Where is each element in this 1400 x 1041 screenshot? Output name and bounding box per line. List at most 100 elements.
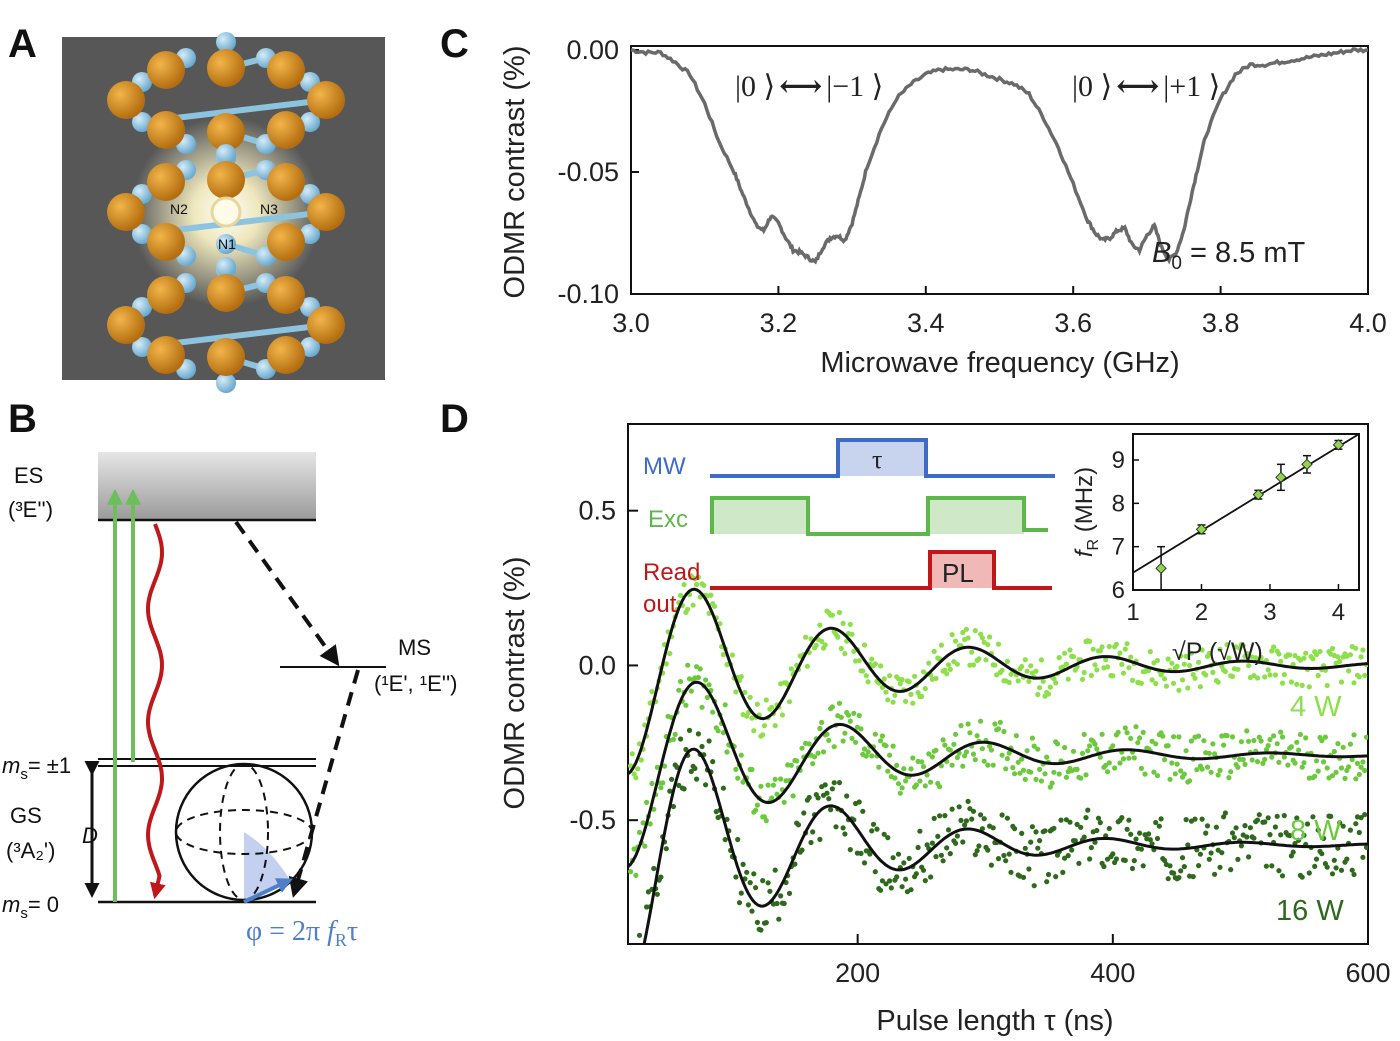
data-point <box>1192 816 1198 822</box>
pl-label: PL <box>942 558 974 588</box>
nitrogen-atom <box>216 32 236 52</box>
data-point <box>1140 729 1146 736</box>
data-point <box>1335 654 1341 660</box>
data-point <box>1015 678 1021 684</box>
data-point <box>694 581 700 588</box>
data-point <box>1162 676 1168 682</box>
data-point <box>942 813 948 819</box>
data-point <box>1354 760 1361 767</box>
data-point <box>661 763 668 769</box>
data-point <box>1306 870 1312 876</box>
data-point <box>651 806 657 812</box>
data-point <box>974 733 980 739</box>
data-point <box>1119 815 1125 821</box>
data-point <box>694 776 700 782</box>
data-point <box>1070 748 1077 754</box>
data-point <box>1317 648 1323 655</box>
data-point <box>710 759 716 765</box>
atom-label-n2: N2 <box>170 201 188 217</box>
data-point <box>887 752 893 758</box>
data-point <box>922 878 928 884</box>
data-point <box>1358 815 1364 821</box>
data-point <box>1185 842 1191 848</box>
data-point <box>1154 657 1161 664</box>
data-point <box>1271 733 1277 739</box>
data-point <box>979 746 986 752</box>
data-point <box>878 887 884 893</box>
data-point <box>688 688 694 694</box>
data-point <box>947 747 953 753</box>
data-point <box>699 743 705 750</box>
data-point <box>635 952 640 957</box>
data-point <box>1004 756 1011 762</box>
boron-atom <box>147 336 185 374</box>
data-point <box>965 798 971 805</box>
data-point <box>1165 656 1171 662</box>
data-point <box>838 645 844 652</box>
data-point <box>663 846 669 852</box>
data-point <box>879 878 886 884</box>
data-point <box>1197 684 1203 690</box>
data-point <box>1110 851 1116 857</box>
data-point <box>922 686 928 692</box>
data-point <box>1262 674 1268 680</box>
data-point <box>1362 672 1368 679</box>
data-point <box>754 701 761 707</box>
data-point <box>1165 743 1171 749</box>
data-point <box>1319 738 1325 744</box>
data-point <box>781 799 787 805</box>
data-point <box>1171 734 1177 740</box>
data-point <box>1172 771 1178 777</box>
exc-line <box>710 496 1048 536</box>
data-point <box>872 869 878 875</box>
inset-data-point <box>1155 562 1167 575</box>
data-point <box>1358 764 1364 770</box>
x-tick-label-c: 3.4 <box>907 308 945 338</box>
data-point <box>901 766 907 772</box>
data-point <box>1321 759 1327 765</box>
data-point <box>769 795 775 801</box>
data-point <box>997 719 1003 725</box>
data-point <box>995 726 1002 732</box>
data-point <box>1212 871 1218 877</box>
data-point <box>647 821 653 827</box>
ms0-label: ms= 0 <box>2 892 59 922</box>
data-point <box>1351 871 1357 878</box>
rotation-phase-formula: φ = 2π fRτ <box>246 916 358 950</box>
data-point <box>654 891 660 897</box>
data-point <box>1167 776 1173 782</box>
data-point <box>681 786 687 792</box>
data-point <box>1294 681 1300 687</box>
data-point <box>1029 824 1035 830</box>
data-point <box>960 629 966 636</box>
data-point <box>981 816 987 822</box>
data-point <box>831 780 837 786</box>
data-point <box>970 751 977 757</box>
data-point <box>1201 738 1207 744</box>
data-point <box>1029 735 1035 741</box>
data-point <box>1217 767 1223 774</box>
data-point <box>863 673 869 679</box>
data-point <box>1269 648 1275 654</box>
data-point <box>751 728 757 734</box>
data-point <box>983 657 989 663</box>
data-point <box>1062 855 1068 861</box>
data-point <box>1006 851 1012 857</box>
data-point <box>1051 825 1057 831</box>
mw-line <box>710 438 1055 478</box>
data-point <box>976 656 982 662</box>
data-point <box>826 796 832 802</box>
data-point <box>885 697 891 703</box>
data-point <box>1156 823 1162 829</box>
data-point <box>1113 641 1119 647</box>
data-point <box>1153 819 1159 826</box>
data-point <box>1062 744 1068 751</box>
data-point <box>1210 669 1216 676</box>
data-point <box>826 737 832 744</box>
data-point <box>1051 769 1057 775</box>
data-point <box>1092 839 1098 845</box>
data-point <box>799 745 805 751</box>
data-point <box>962 822 968 828</box>
data-point <box>1362 767 1368 774</box>
data-point <box>872 731 878 737</box>
